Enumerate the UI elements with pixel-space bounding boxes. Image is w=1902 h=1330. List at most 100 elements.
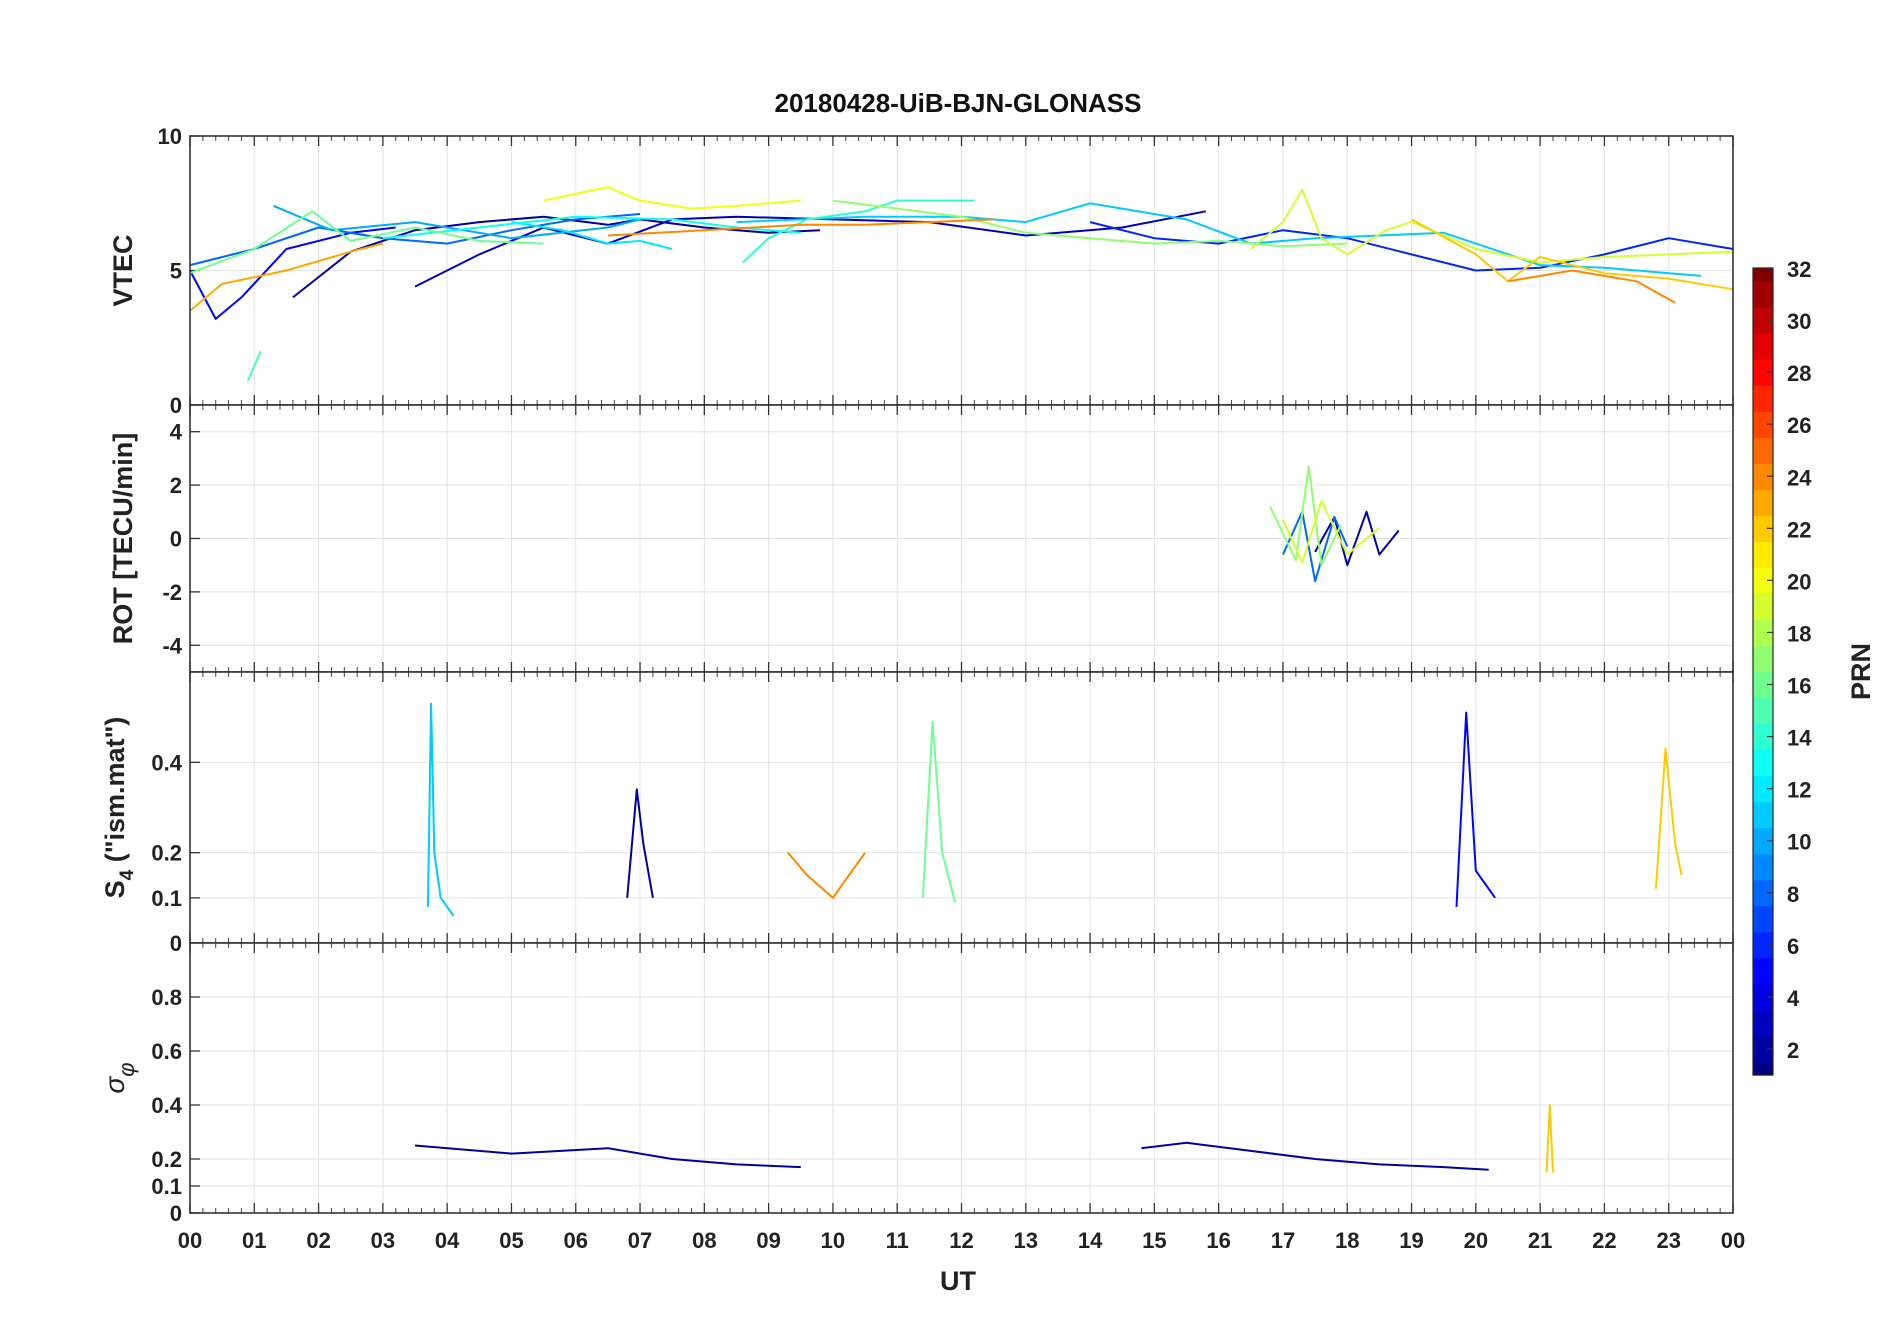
y-tick-label: 0.2: [151, 841, 182, 866]
x-tick-label: 09: [756, 1228, 780, 1253]
colorbar-segment: [1753, 879, 1773, 907]
series-line-prn-17: [1269, 465, 1342, 567]
y-tick-label: 0: [170, 393, 182, 418]
colorbar-tick-label: 16: [1787, 674, 1811, 699]
x-axis-label: UT: [940, 1266, 976, 1296]
series-line-prn-2: [1141, 1141, 1489, 1171]
series-line-prn-24: [607, 218, 994, 237]
x-tick-label: 18: [1335, 1228, 1359, 1253]
colorbar-tick-label: 30: [1787, 309, 1811, 334]
colorbar-tick-label: 20: [1787, 569, 1811, 594]
colorbar-tick-label: 32: [1787, 257, 1811, 282]
y-tick-label: 0.1: [151, 886, 182, 911]
colorbar-tick-label: 8: [1787, 882, 1799, 907]
colorbar-segment: [1753, 931, 1773, 959]
colorbar-tick-label: 22: [1787, 517, 1811, 542]
y-axis-label: σφ: [99, 1062, 139, 1093]
colorbar-tick-label: 6: [1787, 934, 1799, 959]
y-tick-label: -2: [162, 580, 182, 605]
panel-sigma_phi: 00.10.2 0.4 0.6 0.8 σφ: [99, 942, 1734, 1226]
x-tick-label: 02: [306, 1228, 330, 1253]
y-axis-label: ROT [TECU/min]: [108, 433, 138, 644]
panel-rot: -4 -2 0 2 4 ROT [TECU/min]: [108, 404, 1734, 673]
colorbar-segment: [1753, 307, 1773, 334]
colorbar-tick-label: 10: [1787, 830, 1811, 855]
chart-title: 20180428-UiB-BJN-GLONASS: [774, 88, 1141, 118]
colorbar-segment: [1753, 983, 1773, 1011]
x-tick-label: 17: [1271, 1228, 1295, 1253]
series-line-prn-22: [1654, 747, 1683, 889]
series-line-prn-5: [189, 226, 396, 320]
series-line-prn-16: [189, 210, 544, 275]
colorbar-segment: [1753, 905, 1773, 933]
x-tick-label: 19: [1399, 1228, 1423, 1253]
colorbar-tick-label: 28: [1787, 361, 1811, 386]
colorbar-segment: [1753, 281, 1773, 308]
colorbar-tick-label: 2: [1787, 1038, 1799, 1063]
colorbar-segment: [1753, 1009, 1773, 1037]
axes-frame: [189, 942, 1734, 1214]
colorbar-segment: [1753, 853, 1773, 881]
x-tick-label: 12: [949, 1228, 973, 1253]
colorbar-segment: [1753, 957, 1773, 985]
series-line-prn-19: [1282, 500, 1381, 564]
series-line-prn-11: [426, 702, 455, 917]
x-tick-label: 05: [499, 1228, 523, 1253]
colorbar-segment: [1753, 697, 1773, 725]
y-tick-label: -4: [162, 633, 182, 658]
colorbar-segment: [1753, 671, 1773, 699]
x-tick-label: 14: [1078, 1228, 1103, 1253]
colorbar-frame: [1752, 267, 1774, 1076]
series-line-prn-5: [1455, 711, 1496, 907]
x-tick-label: 04: [435, 1228, 460, 1253]
colorbar-segment: [1753, 359, 1773, 386]
colorbar-segment: [1753, 567, 1773, 595]
colorbar-segment: [1753, 723, 1773, 751]
colorbar-segment: [1753, 268, 1773, 282]
colorbar-label: PRN: [1846, 643, 1876, 700]
y-tick-label: 5: [170, 259, 182, 284]
series-line-prn-2: [626, 788, 654, 898]
series-line-prn-24: [1507, 269, 1676, 304]
colorbar-segment: [1753, 1035, 1773, 1063]
x-tick-label: 00: [1721, 1228, 1745, 1253]
x-tick-label: 13: [1014, 1228, 1038, 1253]
x-tick-label: 15: [1142, 1228, 1166, 1253]
series-line-prn-16: [921, 720, 957, 903]
x-tick-label: 10: [821, 1228, 845, 1253]
x-tick-label: 00: [178, 1228, 202, 1253]
colorbar-segment: [1753, 801, 1773, 829]
colorbar-segment: [1753, 827, 1773, 855]
x-tick-label: 07: [628, 1228, 652, 1253]
y-tick-label: 0.2: [151, 1147, 182, 1172]
series-line-prn-22: [1545, 1104, 1554, 1173]
colorbar-segment: [1753, 489, 1773, 516]
panel-vtec: 0 5 10 VTEC: [108, 124, 1734, 418]
series-line-prn-2: [414, 1144, 801, 1169]
x-tick-label: 01: [242, 1228, 266, 1253]
colorbar-segment: [1753, 385, 1773, 412]
colorbar-segment: [1753, 515, 1773, 542]
y-tick-label: 0.1: [151, 1174, 182, 1199]
colorbar-tick-label: 26: [1787, 413, 1811, 438]
x-tick-label: 21: [1528, 1228, 1552, 1253]
colorbar-tick-label: 18: [1787, 621, 1811, 646]
colorbar-segment: [1753, 411, 1773, 438]
x-tick-label: 20: [1464, 1228, 1488, 1253]
series-line-prn-20: [543, 186, 801, 210]
series-line-prn-19: [1250, 188, 1734, 264]
x-tick-label: 08: [692, 1228, 716, 1253]
y-tick-label: 0.4: [151, 750, 182, 775]
y-tick-label: 10: [158, 124, 182, 149]
y-tick-label: 4: [170, 420, 183, 445]
y-axis-label: S4 ("ism.mat"): [100, 717, 138, 899]
series-line-prn-22: [1411, 218, 1734, 291]
colorbar-tick-label: 4: [1787, 986, 1800, 1011]
series-line-prn-17: [832, 199, 1348, 248]
panel-s4: 0 0.1 0.2 0.4 S4 ("ism.mat"): [100, 671, 1734, 956]
colorbar-tick-label: 12: [1787, 778, 1811, 803]
colorbar-segment: [1753, 749, 1773, 777]
